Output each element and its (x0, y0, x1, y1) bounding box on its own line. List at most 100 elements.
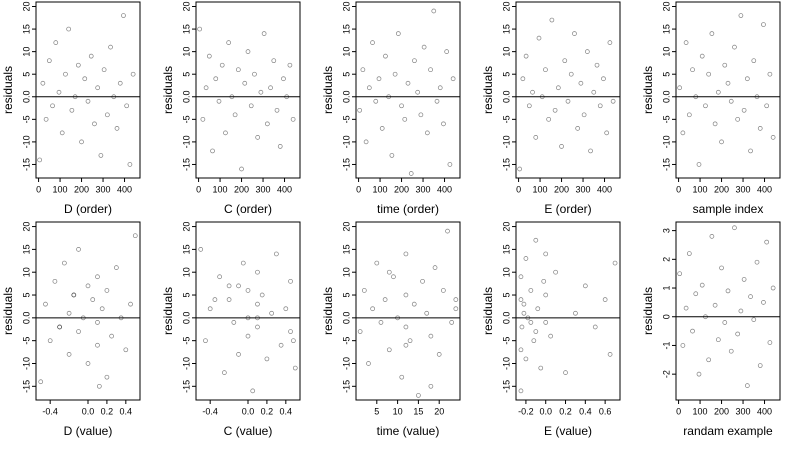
point (680, 130, 686, 136)
x-axis-label: sample index (693, 202, 764, 216)
point (373, 98, 379, 104)
y-tick-label: -5 (661, 115, 671, 123)
point (741, 277, 747, 282)
point (715, 89, 721, 95)
y-axis-label: residuals (481, 287, 495, 335)
y-tick-label: -10 (501, 357, 511, 370)
point (395, 315, 400, 321)
plot-frame (35, 1, 141, 179)
point (436, 352, 442, 357)
point (591, 89, 597, 95)
point (69, 107, 75, 113)
point (449, 320, 455, 325)
point (66, 26, 72, 32)
point (197, 26, 203, 32)
point (288, 329, 293, 334)
x-tick-label: 0.0 (539, 406, 552, 416)
point (255, 315, 260, 321)
y-axis-label: residuals (1, 287, 15, 335)
y-axis-label: residuals (1, 66, 15, 114)
point (415, 89, 421, 95)
point (677, 85, 683, 91)
x-tick-label: 100 (693, 406, 708, 416)
point (258, 89, 264, 95)
x-tick-label: 100 (373, 184, 388, 194)
y-tick-label: 15 (341, 244, 351, 254)
point (361, 288, 367, 293)
point (520, 76, 526, 82)
point (424, 310, 430, 316)
point (391, 274, 396, 280)
point (255, 135, 261, 140)
point (420, 278, 425, 284)
y-tick-label: 10 (501, 47, 511, 57)
y-tick-label: 5 (661, 72, 671, 77)
point (754, 94, 760, 100)
point (245, 315, 251, 321)
point (677, 271, 683, 277)
point (416, 393, 421, 398)
point (46, 58, 52, 64)
point (392, 71, 398, 77)
plot-frame (195, 1, 301, 179)
y-tick-label: 20 (501, 222, 511, 232)
y-tick-label: 15 (21, 244, 31, 254)
point (706, 357, 712, 363)
x-tick-label: 0 (196, 184, 201, 194)
x-axis-label: E (value) (544, 424, 592, 438)
point (288, 278, 293, 284)
point (403, 342, 409, 348)
point (725, 288, 731, 294)
point (98, 153, 104, 158)
y-tick-label: 0 (661, 314, 671, 319)
y-tick-label: 15 (501, 244, 511, 254)
point (602, 297, 608, 302)
point (712, 302, 718, 308)
point (132, 233, 138, 239)
point (99, 306, 105, 312)
point (518, 388, 524, 394)
point (441, 121, 446, 127)
y-tick-label: -10 (181, 357, 191, 370)
point (424, 130, 430, 136)
x-tick-label: 0.2 (559, 406, 572, 416)
x-tick-label: 100 (53, 184, 68, 194)
y-tick-label: 0.0 (341, 91, 351, 104)
point (85, 283, 91, 289)
x-axis-label: C (value) (224, 424, 273, 438)
y-tick-label: 10 (501, 267, 511, 277)
point (432, 265, 438, 270)
point (403, 251, 409, 257)
point (418, 112, 424, 118)
point (722, 62, 728, 68)
y-tick-label: 20 (501, 2, 511, 12)
point (245, 333, 251, 339)
y-tick-label: 5 (21, 72, 31, 77)
x-axis-label: randam example (683, 424, 773, 438)
x-tick-label: 300 (576, 184, 591, 194)
point (767, 71, 773, 77)
point (610, 98, 616, 104)
y-tick-label: 10 (21, 267, 31, 277)
point (389, 153, 395, 158)
point (549, 17, 555, 23)
point (118, 315, 124, 321)
point (255, 324, 260, 330)
point (757, 363, 763, 368)
point (52, 278, 58, 284)
point (268, 85, 273, 91)
x-tick-label: 200 (714, 184, 729, 194)
point (57, 324, 62, 330)
point (539, 94, 545, 100)
y-tick-label: 0.0 (21, 312, 31, 325)
point (226, 283, 232, 289)
point (240, 260, 246, 266)
point (117, 80, 123, 86)
point (748, 294, 753, 299)
point (573, 310, 578, 316)
x-tick-label: 200 (394, 184, 409, 194)
plot-frame (35, 221, 141, 401)
point (533, 237, 539, 243)
y-tick-label: 0.0 (341, 312, 351, 325)
